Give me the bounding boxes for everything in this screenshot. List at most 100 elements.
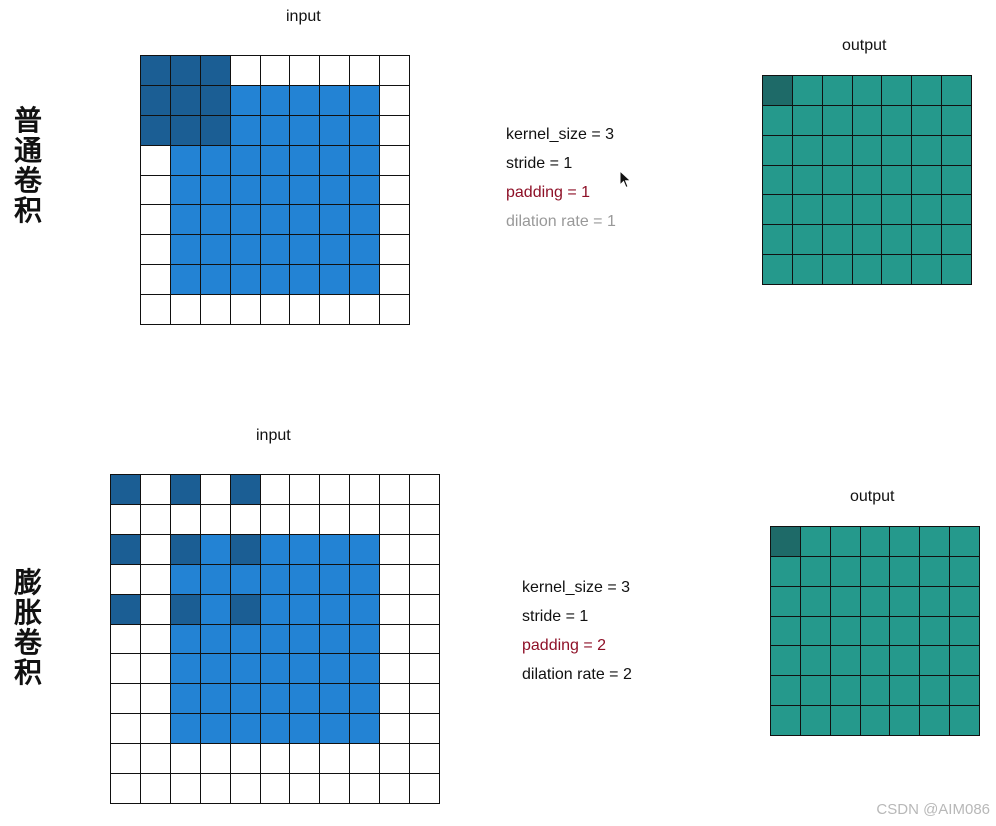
receptive-cell (200, 684, 230, 714)
grid-cell (140, 594, 170, 624)
receptive-cell (200, 594, 230, 624)
grid-cell (140, 564, 170, 594)
receptive-cell (290, 714, 320, 744)
grid-cell (380, 265, 409, 295)
receptive-cell (320, 175, 350, 205)
grid-cell (410, 744, 439, 774)
receptive-cell (200, 205, 230, 235)
receptive-cell (350, 564, 380, 594)
receptive-cell (170, 175, 200, 205)
kernel-cell (170, 475, 200, 504)
receptive-cell (230, 235, 260, 265)
output-cell (822, 76, 852, 105)
output-cell (852, 76, 882, 105)
output-cell (942, 225, 971, 255)
output-cell (950, 556, 979, 586)
output-cell (912, 76, 942, 105)
kernel-cell (111, 594, 140, 624)
grid-cell (350, 774, 380, 803)
grid-cell (230, 744, 260, 774)
receptive-cell (290, 534, 320, 564)
output-cell (890, 586, 920, 616)
kernel-cell (170, 115, 200, 145)
receptive-cell (200, 145, 230, 175)
grid-cell (260, 504, 290, 534)
receptive-cell (290, 564, 320, 594)
output-cell (912, 225, 942, 255)
output-cell (942, 255, 971, 284)
output-cell (890, 556, 920, 586)
receptive-cell (350, 175, 380, 205)
grid-cell (141, 295, 170, 324)
grid-cell (380, 744, 410, 774)
receptive-cell (260, 714, 290, 744)
dilated-input-title: input (256, 427, 291, 444)
output-cell (763, 225, 792, 255)
grid-cell (380, 774, 410, 803)
output-cell (763, 105, 792, 135)
grid-cell (200, 504, 230, 534)
receptive-cell (290, 654, 320, 684)
output-cell (882, 105, 912, 135)
standard-kernel-size: kernel_size = 3 (506, 126, 615, 143)
grid-cell (380, 714, 410, 744)
standard-conv-char: 卷 (13, 164, 42, 197)
grid-cell (410, 774, 439, 803)
receptive-cell (200, 265, 230, 295)
output-cell (950, 706, 979, 735)
output-cell (942, 165, 971, 195)
grid-cell (290, 56, 320, 85)
grid-cell (230, 56, 260, 85)
output-cell (920, 676, 950, 706)
grid-cell (140, 504, 170, 534)
receptive-cell (350, 115, 380, 145)
dilated-conv-label: 膨 胀 卷 积 (10, 568, 46, 688)
receptive-cell (230, 654, 260, 684)
kernel-cell (170, 56, 200, 85)
receptive-cell (260, 205, 290, 235)
receptive-cell (230, 85, 260, 115)
receptive-cell (350, 534, 380, 564)
receptive-cell (260, 235, 290, 265)
dilated-kernel-size: kernel_size = 3 (522, 579, 631, 596)
output-cell (800, 646, 830, 676)
receptive-cell (290, 175, 320, 205)
grid-cell (140, 534, 170, 564)
receptive-cell (260, 145, 290, 175)
receptive-cell (350, 714, 380, 744)
output-cell (920, 706, 950, 735)
receptive-cell (260, 175, 290, 205)
grid-cell (380, 85, 409, 115)
grid-cell (260, 56, 290, 85)
receptive-cell (260, 564, 290, 594)
grid-cell (290, 774, 320, 803)
receptive-cell (260, 85, 290, 115)
output-cell (950, 676, 979, 706)
grid-cell (111, 714, 140, 744)
grid-cell (200, 774, 230, 803)
output-cell (882, 135, 912, 165)
receptive-cell (260, 624, 290, 654)
output-cell (852, 225, 882, 255)
grid-cell (380, 175, 409, 205)
output-cell (763, 135, 792, 165)
grid-cell (290, 504, 320, 534)
grid-cell (320, 56, 350, 85)
output-cell (882, 195, 912, 225)
grid-cell (140, 624, 170, 654)
output-cell (950, 586, 979, 616)
output-cell (852, 135, 882, 165)
output-cell (860, 586, 890, 616)
output-cell (822, 225, 852, 255)
receptive-cell (350, 654, 380, 684)
output-cell (792, 135, 822, 165)
output-cell (822, 165, 852, 195)
output-cell (852, 105, 882, 135)
grid-cell (410, 654, 439, 684)
watermark: CSDN @AIM086 (876, 801, 990, 818)
output-cell (763, 255, 792, 284)
grid-cell (170, 295, 200, 324)
receptive-cell (200, 235, 230, 265)
output-cell (882, 165, 912, 195)
grid-cell (140, 774, 170, 803)
